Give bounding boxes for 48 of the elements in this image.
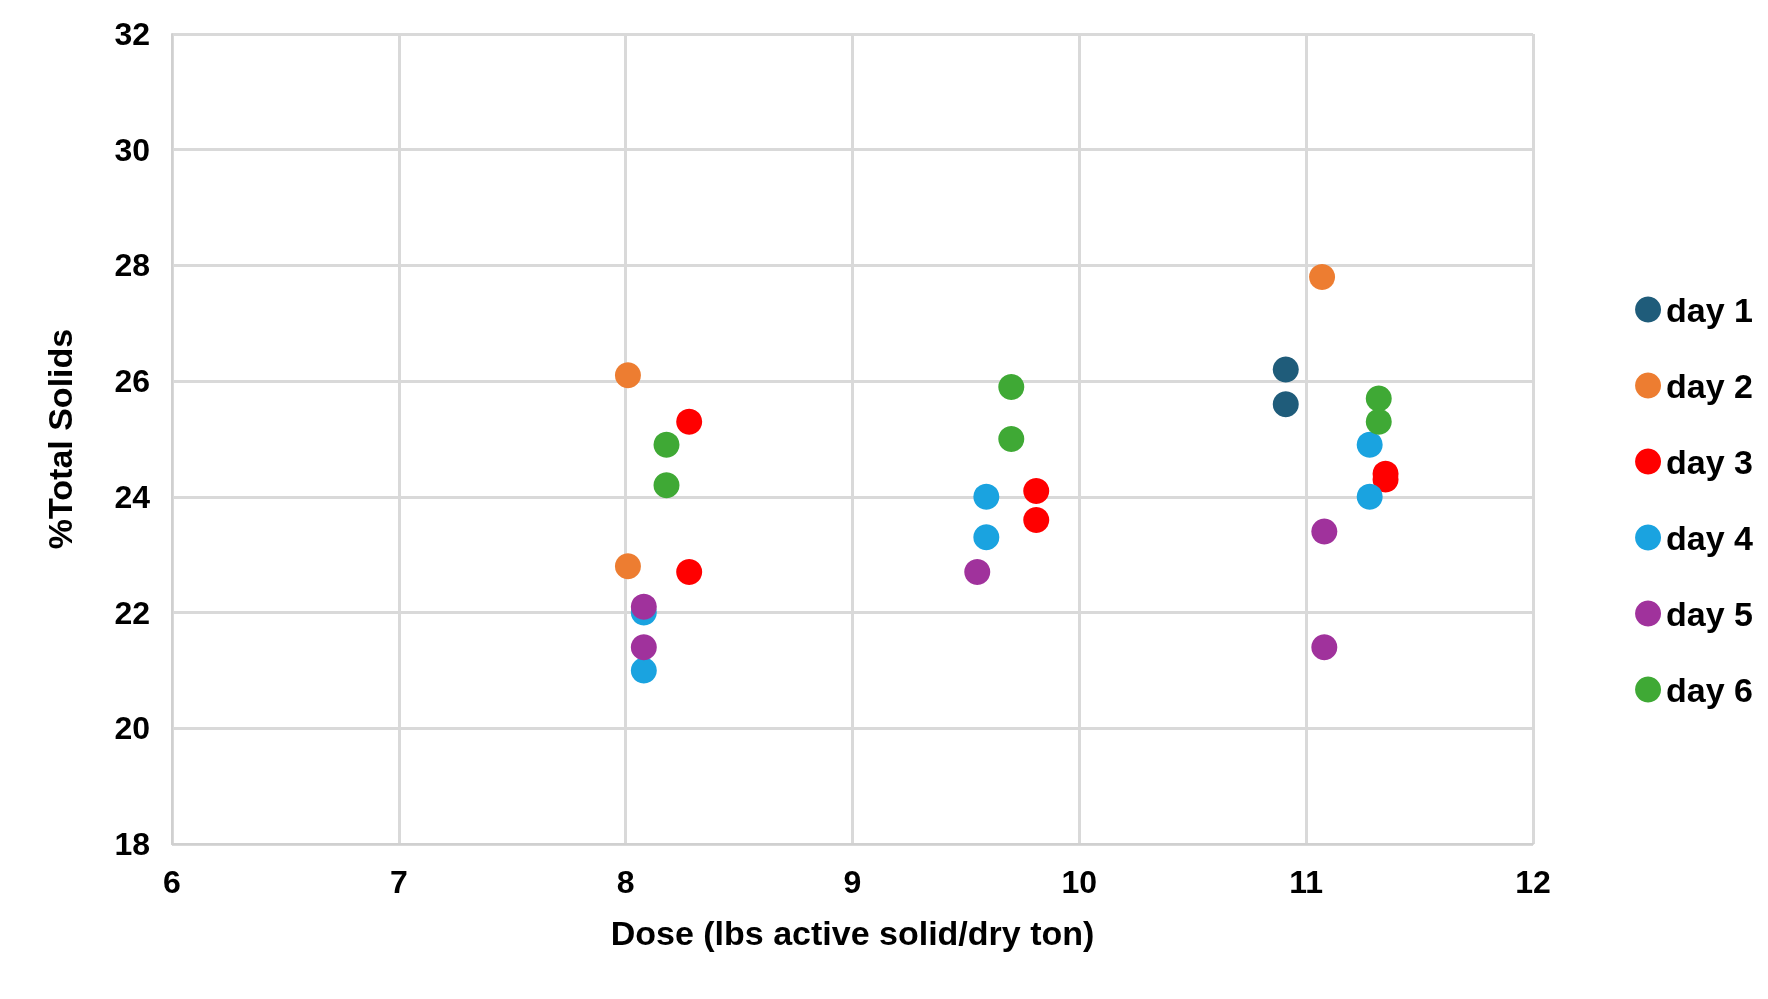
y-tick-label: 24 — [114, 478, 151, 515]
y-tick-label: 18 — [114, 826, 150, 862]
y-tick-label: 32 — [114, 16, 150, 52]
legend-label: day 6 — [1666, 670, 1754, 709]
y-tick-label: 20 — [114, 710, 150, 747]
point — [973, 483, 1000, 510]
x-tick-label: 10 — [1061, 864, 1098, 900]
x-tick-label: 9 — [843, 864, 862, 900]
point — [653, 472, 680, 499]
point — [1309, 264, 1336, 290]
legend-label: day 2 — [1666, 366, 1754, 405]
point — [998, 373, 1025, 400]
x-axis-title: Dose (lbs active solid/dry ton) — [610, 914, 1095, 952]
point — [676, 408, 703, 435]
point — [1356, 431, 1383, 458]
legend-label: day 1 — [1666, 290, 1754, 329]
point — [998, 426, 1025, 452]
point — [1365, 408, 1392, 435]
point — [1023, 507, 1050, 533]
legend-label: day 5 — [1666, 594, 1754, 633]
legend-label: day 3 — [1666, 442, 1754, 481]
point — [1356, 483, 1383, 510]
point — [964, 559, 991, 586]
point — [676, 559, 703, 586]
point — [1365, 385, 1392, 412]
point — [630, 634, 657, 661]
y-tick-label: 28 — [114, 247, 150, 284]
y-tick-label: 30 — [114, 131, 150, 168]
x-tick-label: 11 — [1289, 864, 1324, 900]
point — [1311, 518, 1338, 545]
point — [614, 553, 641, 580]
point — [1311, 634, 1338, 661]
x-tick-label: 12 — [1515, 864, 1551, 900]
y-tick-label: 26 — [114, 363, 150, 400]
x-tick-label: 6 — [163, 864, 181, 900]
x-tick-label: 7 — [389, 864, 408, 900]
point — [630, 593, 657, 620]
point — [1023, 478, 1050, 505]
y-tick-label: 22 — [114, 594, 150, 631]
point — [1272, 391, 1299, 418]
point — [1272, 356, 1299, 383]
x-tick-label: 8 — [616, 864, 635, 900]
point — [973, 524, 1000, 551]
point — [653, 431, 680, 458]
point — [630, 657, 657, 684]
point — [614, 362, 641, 389]
legend-label: day 4 — [1666, 518, 1754, 557]
y-axis-title: %Total Solids — [41, 328, 79, 550]
